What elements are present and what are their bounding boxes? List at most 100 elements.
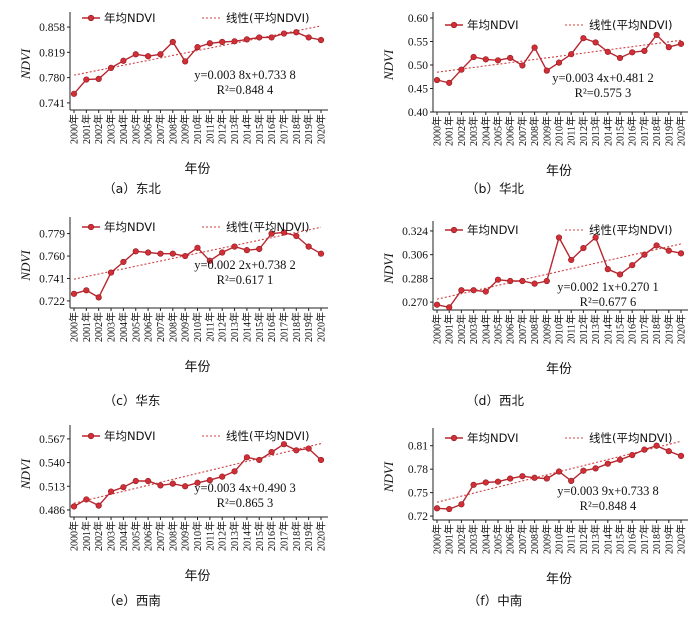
x-tick-label: 2011年 bbox=[203, 312, 216, 342]
data-point bbox=[531, 44, 538, 51]
x-tick-label: 2011年 bbox=[565, 314, 578, 344]
data-point bbox=[206, 477, 213, 484]
data-point bbox=[677, 452, 685, 459]
data-point bbox=[219, 473, 226, 480]
legend-trend-label: 线性(平均NDVI) bbox=[589, 431, 673, 445]
data-point bbox=[580, 35, 587, 42]
x-tick-label: 2018年 bbox=[290, 312, 303, 342]
r-squared: R²=0.575 3 bbox=[575, 86, 632, 100]
x-tick-label: 2020年 bbox=[315, 114, 328, 144]
y-tick-label: 0.60 bbox=[408, 13, 428, 25]
regression-equation: y=0.003 9x+0.733 8 bbox=[557, 484, 659, 498]
data-point bbox=[580, 244, 587, 252]
x-tick-label: 2004年 bbox=[479, 116, 492, 146]
y-axis-title: NDVI bbox=[381, 253, 396, 285]
panel-caption: （b）华北 bbox=[466, 181, 524, 196]
x-tick-label: 2002年 bbox=[92, 312, 105, 342]
y-tick-label: 0.540 bbox=[39, 458, 65, 470]
data-point bbox=[446, 79, 453, 86]
y-tick-label: 0.567 bbox=[39, 434, 65, 446]
x-tick-label: 2013年 bbox=[228, 114, 241, 144]
legend-series-label: 年均NDVI bbox=[104, 11, 156, 25]
y-tick-label: 0.858 bbox=[39, 22, 65, 34]
data-point bbox=[653, 31, 660, 39]
data-point bbox=[568, 477, 575, 485]
regression-equation: y=0.002 1x+0.270 1 bbox=[557, 280, 659, 294]
data-point bbox=[568, 256, 575, 264]
y-tick-label: 0.75 bbox=[408, 488, 428, 500]
data-point bbox=[531, 280, 538, 287]
x-axis-title: 年份 bbox=[184, 360, 210, 375]
y-tick-label: 0.779 bbox=[39, 229, 65, 241]
x-tick-label: 2000年 bbox=[68, 312, 81, 342]
r-squared: R²=0.848 4 bbox=[217, 83, 274, 97]
data-point bbox=[433, 301, 441, 308]
x-tick-label: 2004年 bbox=[117, 521, 130, 551]
x-tick-label: 2004年 bbox=[117, 312, 130, 342]
y-axis-title: NDVI bbox=[18, 250, 33, 282]
y-tick-label: 0.780 bbox=[39, 73, 65, 85]
data-point bbox=[317, 456, 325, 464]
x-tick-label: 2004年 bbox=[479, 524, 492, 554]
data-point bbox=[604, 460, 611, 467]
data-point bbox=[231, 38, 238, 45]
legend-series-label: 年均NDVI bbox=[104, 429, 156, 443]
data-point bbox=[157, 250, 164, 257]
x-tick-label: 2000年 bbox=[431, 116, 444, 146]
data-point bbox=[470, 53, 477, 61]
x-tick-label: 2008年 bbox=[166, 521, 179, 551]
data-point bbox=[433, 505, 441, 512]
data-point bbox=[293, 447, 300, 454]
data-point bbox=[107, 64, 115, 71]
x-tick-label: 2016年 bbox=[626, 314, 639, 344]
x-tick-label: 2019年 bbox=[302, 521, 315, 551]
r-squared: R²=0.617 1 bbox=[217, 273, 274, 287]
data-point bbox=[555, 234, 563, 241]
y-tick-label: 0.513 bbox=[39, 481, 65, 493]
x-axis-title: 年份 bbox=[546, 362, 572, 377]
y-tick-label: 0.741 bbox=[39, 273, 65, 285]
x-tick-label: 2008年 bbox=[528, 116, 541, 146]
x-tick-label: 2018年 bbox=[290, 114, 303, 144]
x-tick-label: 2019年 bbox=[662, 116, 675, 146]
data-point bbox=[157, 51, 164, 58]
panel-caption: （f）中南 bbox=[468, 593, 522, 608]
data-point bbox=[157, 482, 164, 489]
x-tick-label: 2016年 bbox=[626, 524, 639, 554]
data-point bbox=[604, 266, 611, 273]
x-tick-label: 2002年 bbox=[455, 116, 468, 146]
legend-marker bbox=[450, 21, 458, 29]
x-tick-label: 2012年 bbox=[577, 116, 590, 146]
data-point bbox=[280, 441, 288, 448]
y-tick-label: 0.760 bbox=[39, 251, 65, 263]
data-point bbox=[83, 287, 90, 294]
x-tick-label: 2005年 bbox=[129, 312, 142, 342]
data-point bbox=[231, 243, 238, 250]
x-tick-label: 2001年 bbox=[80, 114, 93, 144]
x-tick-label: 2012年 bbox=[577, 314, 590, 344]
data-point bbox=[305, 243, 312, 250]
legend-marker bbox=[87, 432, 95, 440]
legend-marker bbox=[450, 434, 458, 442]
legend-trend-label: 线性(平均NDVI) bbox=[589, 223, 673, 237]
data-point bbox=[268, 448, 275, 456]
x-tick-label: 2000年 bbox=[68, 521, 81, 551]
data-point bbox=[507, 54, 514, 62]
data-point bbox=[70, 290, 78, 297]
y-tick-label: 0.270 bbox=[402, 297, 428, 309]
data-point bbox=[280, 229, 288, 236]
legend-series-label: 年均NDVI bbox=[467, 18, 519, 32]
x-tick-label: 2020年 bbox=[675, 314, 688, 344]
x-tick-label: 2006年 bbox=[142, 312, 155, 342]
x-tick-label: 2003年 bbox=[105, 521, 118, 551]
x-tick-label: 2005年 bbox=[492, 524, 505, 554]
data-point bbox=[182, 483, 189, 490]
data-point bbox=[543, 475, 550, 482]
chart-panel-6: 0.72 0.75 0.78 0.81 2000年 2001年 2002年 2003年 2004… bbox=[381, 428, 688, 608]
x-tick-label: 2013年 bbox=[589, 314, 602, 344]
x-tick-label: 2003年 bbox=[467, 524, 480, 554]
x-tick-label: 2007年 bbox=[154, 312, 167, 342]
x-tick-label: 2017年 bbox=[277, 114, 290, 144]
x-tick-label: 2009年 bbox=[540, 314, 553, 344]
